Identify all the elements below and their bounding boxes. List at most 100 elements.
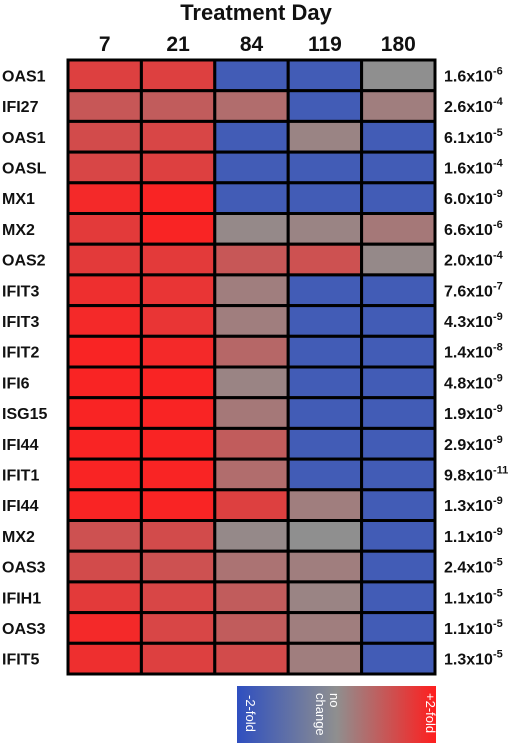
heatmap-cell (139, 273, 217, 308)
column-label-day-7: 7 (99, 33, 111, 56)
row-label-gene: OAS2 (2, 253, 46, 270)
row-label-gene: OAS1 (2, 130, 46, 147)
heatmap-cell (286, 89, 364, 123)
row-pvalue-label: 6.6x10-6 (444, 219, 503, 239)
row-label-gene: IFIT2 (2, 345, 39, 362)
row-pvalue-label: 1.6x10-4 (444, 157, 504, 177)
heatmap-cell (360, 519, 437, 553)
heatmap-cell (66, 488, 143, 522)
heatmap-cell (139, 89, 217, 123)
legend-high-label: +2-fold (423, 693, 438, 733)
heatmap-cell (66, 150, 143, 185)
column-label-day-119: 119 (308, 33, 342, 56)
column-label-day-180: 180 (381, 33, 416, 56)
row-pvalue-label: 4.3x10-9 (444, 311, 503, 331)
heatmap-cell (139, 58, 217, 93)
heatmap-cell (213, 396, 290, 430)
heatmap-cell (66, 580, 143, 615)
row-label-gene: IFI44 (2, 498, 39, 515)
row-pvalue-label: 9.8x10-11 (444, 464, 508, 484)
heatmap-frame (66, 58, 437, 676)
row-label-gene: MX2 (2, 529, 35, 546)
heatmap-cell (286, 549, 364, 584)
heatmap-cell (213, 334, 290, 369)
row-pvalue-label: 4.8x10-9 (444, 372, 503, 392)
heatmap-cell (139, 365, 217, 400)
row-pvalue-label: 1.1x10-9 (444, 526, 503, 546)
heatmap-cell (360, 396, 437, 430)
heatmap-cell (213, 273, 290, 308)
heatmap-cell (360, 242, 437, 277)
heatmap-cell (286, 426, 364, 461)
heatmap-cell (66, 273, 143, 308)
heatmap-cell (286, 396, 364, 430)
row-pvalue-label: 2.9x10-9 (444, 434, 503, 454)
row-label-gene: IFIT3 (2, 283, 39, 300)
row-label-gene: IFIT3 (2, 314, 39, 331)
heatmap-cell (66, 611, 143, 645)
heatmap-cell (360, 549, 437, 584)
heatmap-cell (66, 549, 143, 584)
heatmap-cell (66, 242, 143, 277)
heatmap-cell (66, 426, 143, 461)
heatmap-cell (360, 365, 437, 400)
heatmap-cell (286, 150, 364, 185)
heatmap-cell (213, 549, 290, 584)
heatmap-cell (66, 334, 143, 369)
row-label-gene: MX1 (2, 191, 35, 208)
row-pvalue-label: 1.3x10-9 (444, 495, 503, 515)
heatmap-cell (360, 304, 437, 338)
heatmap-cell (286, 641, 364, 676)
heatmap-cell (286, 457, 364, 492)
heatmap-cell (213, 519, 290, 553)
column-labels: 7 21 84 119 180 (99, 33, 416, 56)
row-pvalue-label: 1.3x10-5 (444, 649, 503, 669)
row-pvalue-label: 2.4x10-5 (444, 557, 503, 577)
heatmap-cell (213, 580, 290, 615)
row-label-gene: IFIT1 (2, 467, 39, 484)
row-labels: OAS1 IFI27 OAS1 OASL MX1 MX2 OAS2 IFIT3 IFIT3 IFI… (2, 68, 47, 668)
heatmap-cell (213, 457, 290, 492)
heatmap-cell (66, 181, 143, 216)
heatmap-cell (66, 457, 143, 492)
heatmap-cell (66, 212, 143, 246)
heatmap-cell (213, 181, 290, 216)
heatmap-cell (139, 457, 217, 492)
heatmap-cell (139, 519, 217, 553)
row-label-gene: IFI44 (2, 437, 39, 454)
heatmap-cell (360, 58, 437, 93)
row-label-gene: ISG15 (2, 406, 47, 423)
heatmap-cell (213, 304, 290, 338)
heatmap-cell (360, 150, 437, 185)
heatmap-cell (66, 519, 143, 553)
heatmap-cell (213, 641, 290, 676)
row-pvalue-label: 2.0x10-4 (444, 250, 504, 270)
heatmap-cell (360, 89, 437, 123)
row-label-gene: IFIT5 (2, 652, 39, 669)
heatmap-cell (213, 611, 290, 645)
heatmap-cell (286, 242, 364, 277)
heatmap-cell (213, 365, 290, 400)
heatmap-cell (286, 365, 364, 400)
heatmap-cell (286, 212, 364, 246)
heatmap-cell (139, 181, 217, 216)
heatmap-cell (360, 611, 437, 645)
legend-color-bar (237, 686, 436, 743)
heatmap-cell (66, 119, 143, 154)
heatmap-cell (360, 212, 437, 246)
heatmap-cell (286, 181, 364, 216)
heatmap-cell (213, 58, 290, 93)
row-pvalue-label: 1.9x10-9 (444, 403, 503, 423)
heatmap-cell (213, 242, 290, 277)
row-label-gene: OASL (2, 160, 47, 177)
heatmap-cell (139, 150, 217, 185)
heatmap-cell (66, 89, 143, 123)
heatmap-cell (139, 304, 217, 338)
heatmap-cell (66, 365, 143, 400)
heatmap-cell (286, 119, 364, 154)
heatmap-cell (139, 611, 217, 645)
row-pvalue-label: 7.6x10-7 (444, 280, 503, 300)
heatmap-cell (66, 304, 143, 338)
heatmap-cell (139, 426, 217, 461)
